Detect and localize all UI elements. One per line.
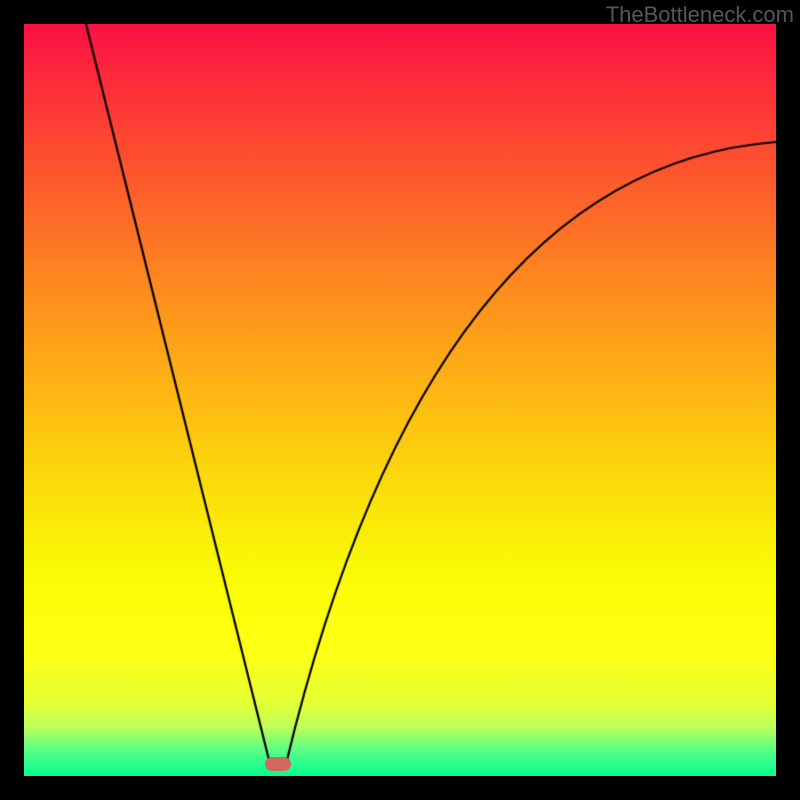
chart-container: TheBottleneck.com [0, 0, 800, 800]
watermark-label: TheBottleneck.com [606, 2, 794, 28]
plot-area [24, 24, 776, 776]
bottleneck-curve [24, 24, 776, 776]
minimum-marker [265, 757, 291, 771]
